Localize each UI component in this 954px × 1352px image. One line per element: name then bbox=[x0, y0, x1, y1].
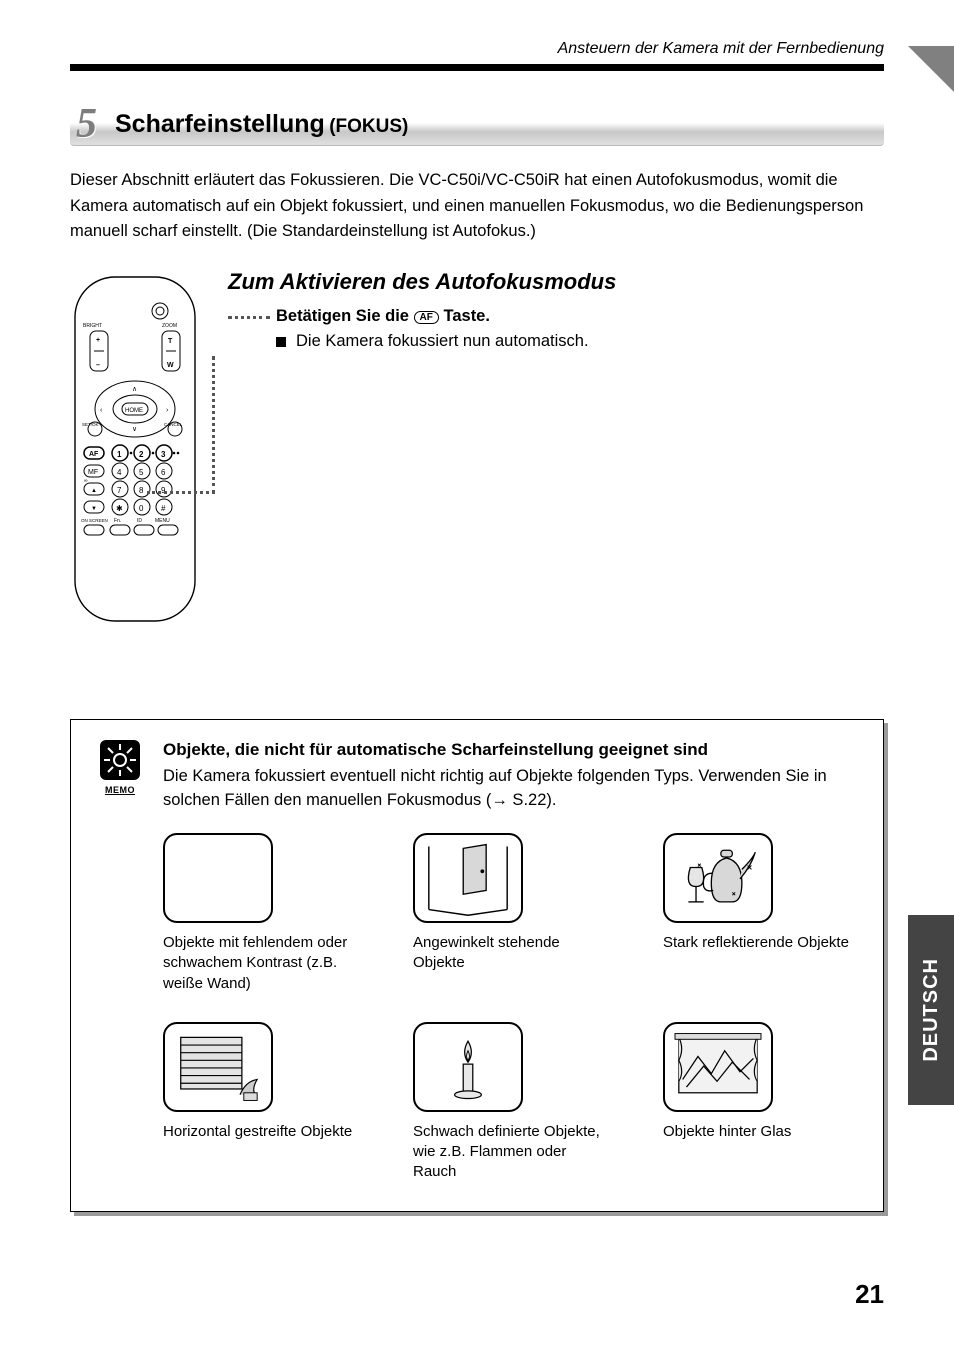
svg-text:4: 4 bbox=[117, 468, 122, 477]
svg-text:AF: AF bbox=[89, 451, 99, 458]
img-blank-wall-icon bbox=[163, 833, 273, 923]
svg-text:▲: ▲ bbox=[91, 488, 97, 494]
svg-text:#: # bbox=[161, 504, 166, 513]
svg-text:7: 7 bbox=[117, 486, 122, 495]
memo-text: Die Kamera fokussiert eventuell nicht ri… bbox=[163, 764, 859, 814]
svg-text:2: 2 bbox=[139, 450, 144, 459]
instruction-pre: Betätigen Sie die bbox=[276, 307, 409, 325]
label-zoom: ZOOM bbox=[162, 323, 177, 329]
square-bullet-icon bbox=[276, 337, 286, 347]
memo-item-6: Objekte hinter Glas bbox=[663, 1022, 859, 1183]
page-number: 21 bbox=[855, 1279, 884, 1310]
svg-text:CANCEL: CANCEL bbox=[164, 422, 183, 427]
instruction-row: Betätigen Sie die AF Taste. bbox=[228, 307, 884, 326]
side-tab-label: DEUTSCH bbox=[920, 958, 943, 1062]
svg-text:∨: ∨ bbox=[132, 426, 137, 433]
memo-label: MEMO bbox=[95, 785, 145, 795]
caption-4: Horizontal gestreifte Objekte bbox=[163, 1122, 359, 1142]
memo-box: MEMO Objekte, die nicht für automatische… bbox=[70, 719, 884, 1212]
running-header: Ansteuern der Kamera mit der Fernbedienu… bbox=[70, 40, 884, 58]
svg-text:ON SCREEN: ON SCREEN bbox=[81, 518, 108, 523]
svg-text:MENU: MENU bbox=[155, 518, 170, 524]
memo-item-5: Schwach definierte Objekte, wie z.B. Fla… bbox=[413, 1022, 609, 1183]
header-rule bbox=[70, 64, 884, 71]
svg-text:∞: ∞ bbox=[84, 478, 88, 484]
svg-text:6: 6 bbox=[161, 468, 166, 477]
img-angled-object-icon bbox=[413, 833, 523, 923]
section-title-sub: (FOKUS) bbox=[329, 116, 408, 137]
svg-text:MF: MF bbox=[88, 469, 98, 476]
img-stripes-icon bbox=[163, 1022, 273, 1112]
instruction-post: Taste. bbox=[443, 307, 489, 325]
svg-text:5: 5 bbox=[139, 468, 144, 477]
img-behind-glass-icon bbox=[663, 1022, 773, 1112]
svg-text:+: + bbox=[96, 337, 100, 344]
svg-text:8: 8 bbox=[139, 486, 144, 495]
memo-grid: Objekte mit fehlendem oder schwachem Kon… bbox=[163, 833, 859, 1183]
svg-text:✱: ✱ bbox=[116, 504, 123, 513]
svg-text:Fn.: Fn. bbox=[114, 518, 121, 524]
svg-text:T: T bbox=[168, 338, 173, 345]
remote-diagram: BRIGHT + – ZOOM T W HOME ∧ ∨ ‹ › SET/OK bbox=[70, 269, 200, 629]
svg-text:SET/OK: SET/OK bbox=[82, 422, 99, 427]
memo-icon: MEMO bbox=[95, 740, 145, 795]
caption-1: Objekte mit fehlendem oder schwachem Kon… bbox=[163, 933, 359, 994]
section-title-main: Scharfeinstellung bbox=[115, 110, 325, 138]
memo-item-2: Angewinkelt stehende Objekte bbox=[413, 833, 609, 994]
svg-text:0: 0 bbox=[139, 504, 144, 513]
label-bright: BRIGHT bbox=[83, 323, 102, 329]
memo-item-4: Horizontal gestreifte Objekte bbox=[163, 1022, 359, 1183]
caption-3: Stark reflektierende Objekte bbox=[663, 933, 859, 953]
section-heading: 5 Scharfeinstellung (FOKUS) bbox=[70, 101, 884, 146]
memo-item-3: Stark reflektierende Objekte bbox=[663, 833, 859, 994]
autofocus-heading: Zum Aktivieren des Autofokusmodus bbox=[228, 269, 884, 295]
svg-text:∧: ∧ bbox=[132, 386, 137, 393]
svg-text:3: 3 bbox=[161, 450, 166, 459]
svg-text:1: 1 bbox=[117, 450, 122, 459]
caption-5: Schwach definierte Objekte, wie z.B. Fla… bbox=[413, 1122, 609, 1183]
svg-text:–: – bbox=[96, 362, 100, 369]
label-home: HOME bbox=[125, 408, 143, 414]
dotted-leader-icon bbox=[228, 316, 270, 326]
corner-dogear bbox=[908, 46, 954, 92]
img-flame-icon bbox=[413, 1022, 523, 1112]
svg-text:ID: ID bbox=[137, 518, 142, 524]
caption-6: Objekte hinter Glas bbox=[663, 1122, 859, 1142]
memo-title: Objekte, die nicht für automatische Scha… bbox=[163, 740, 859, 760]
svg-text:▼: ▼ bbox=[91, 506, 97, 512]
intro-paragraph: Dieser Abschnitt erläutert das Fokussier… bbox=[70, 168, 884, 245]
caption-2: Angewinkelt stehende Objekte bbox=[413, 933, 609, 974]
af-badge-icon: AF bbox=[414, 311, 439, 324]
section-number: 5 bbox=[76, 103, 97, 145]
img-reflective-icon bbox=[663, 833, 773, 923]
memo-item-1: Objekte mit fehlendem oder schwachem Kon… bbox=[163, 833, 359, 994]
language-side-tab: DEUTSCH bbox=[908, 915, 954, 1105]
svg-text:W: W bbox=[167, 362, 174, 369]
svg-text:9: 9 bbox=[161, 486, 166, 495]
bullet-text: Die Kamera fokussiert nun automatisch. bbox=[296, 332, 589, 351]
